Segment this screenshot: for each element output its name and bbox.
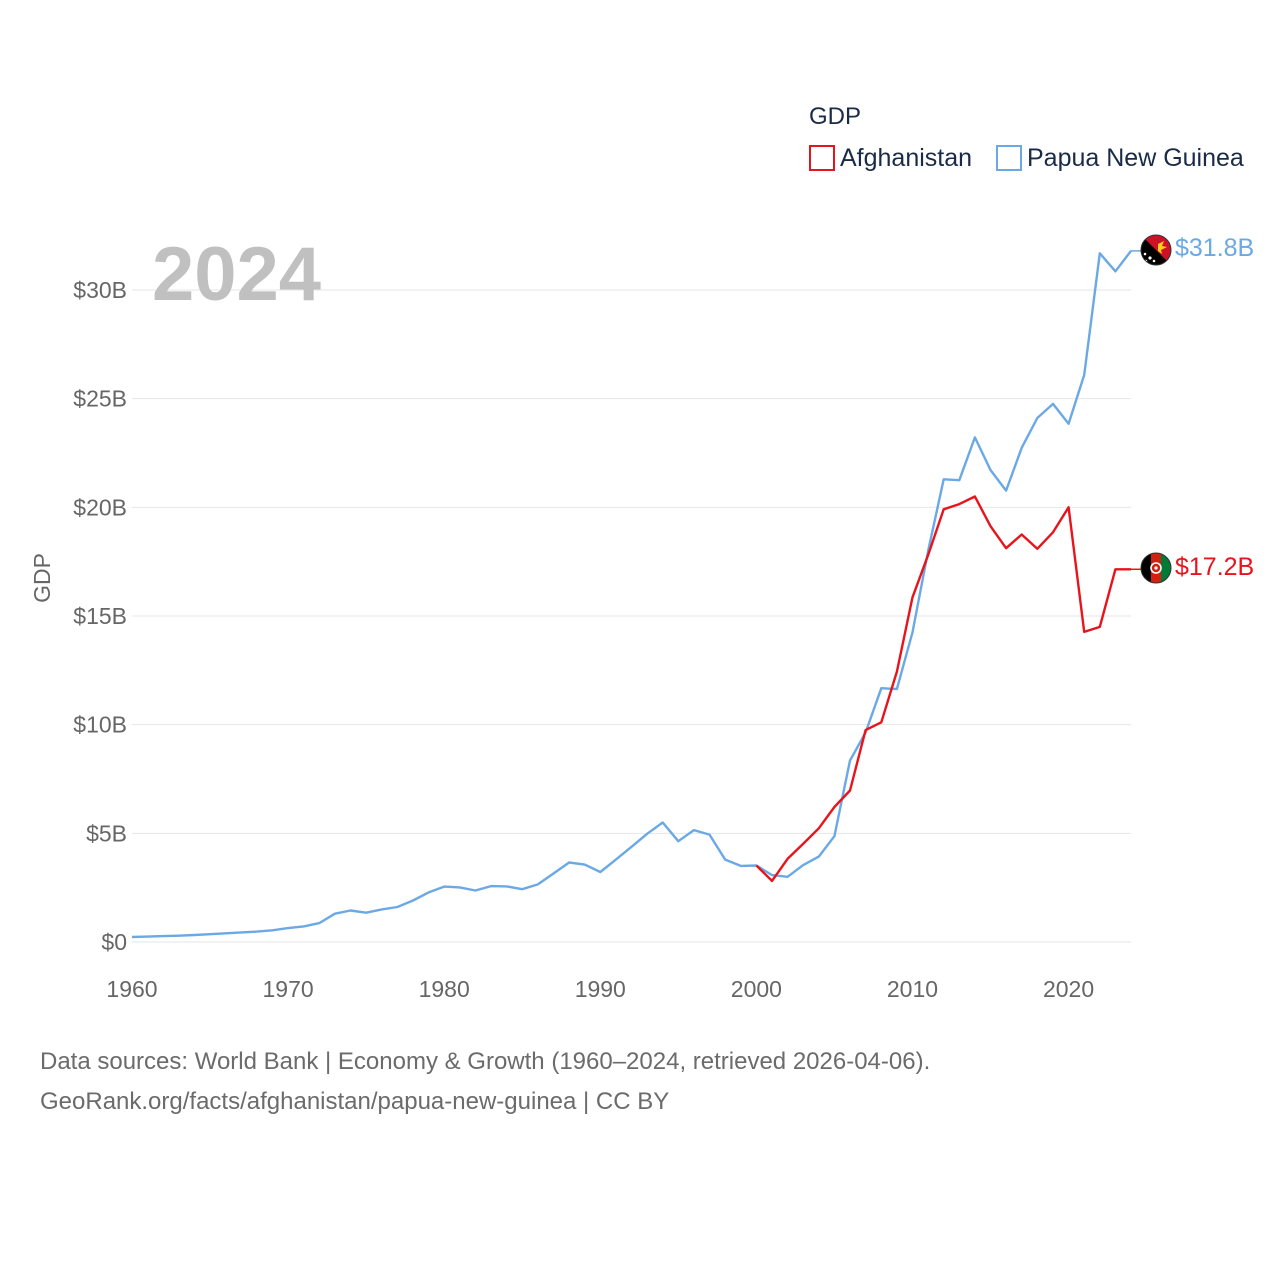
- series-lines: [131, 250, 1141, 939]
- y-tick-label: $5B: [86, 820, 127, 846]
- y-axis-label: GDP: [29, 553, 55, 603]
- papua-new-guinea-flag-icon: [1140, 234, 1172, 266]
- legend-item-afghanistan[interactable]: Afghanistan: [809, 144, 972, 172]
- legend-title: GDP: [809, 103, 861, 130]
- x-tick-label: 2020: [1043, 976, 1094, 1002]
- grid-lines: [132, 289, 1131, 943]
- legend-item-papua-new-guinea[interactable]: Papua New Guinea: [996, 144, 1244, 172]
- afghanistan-flag-icon: [1140, 552, 1172, 584]
- year-label: 2024: [152, 232, 321, 317]
- series-line-afghanistan: [755, 495, 1131, 883]
- legend: GDP Afghanistan Papua New Guinea: [809, 103, 1244, 172]
- x-tick-label: 1980: [419, 976, 470, 1002]
- series-line-papua-new-guinea: [131, 250, 1132, 939]
- y-tick-label: $10B: [73, 712, 127, 738]
- end-value-papua-new-guinea: $31.8B: [1175, 234, 1254, 262]
- y-tick-label: $25B: [73, 386, 127, 412]
- legend-label-papua-new-guinea: Papua New Guinea: [1027, 144, 1244, 172]
- x-tick-label: 1970: [263, 976, 314, 1002]
- footer: Data sources: World Bank | Economy & Gro…: [40, 1042, 930, 1122]
- y-tick-label: $30B: [73, 277, 127, 303]
- source-url-text: GeoRank.org/facts/afghanistan/papua-new-…: [40, 1088, 670, 1115]
- legend-swatch-papua-new-guinea: [996, 145, 1022, 171]
- data-sources-text: Data sources: World Bank | Economy & Gro…: [40, 1048, 931, 1075]
- x-axis-ticks: 1960 1970 1980 1990 2000 2010 2020: [106, 976, 1094, 1002]
- x-tick-label: 1990: [575, 976, 626, 1002]
- legend-label-afghanistan: Afghanistan: [840, 144, 972, 172]
- y-tick-label: $0: [101, 929, 127, 955]
- legend-swatch-afghanistan: [809, 145, 835, 171]
- y-tick-label: $20B: [73, 494, 127, 520]
- x-tick-label: 2000: [731, 976, 782, 1002]
- gdp-line-chart: $0$5B$10B$15B$20B$25B$30B 1960 1970 1980 19…: [29, 103, 1254, 1002]
- y-tick-label: $15B: [73, 603, 127, 629]
- end-value-afghanistan: $17.2B: [1175, 553, 1254, 581]
- x-tick-label: 2010: [887, 976, 938, 1002]
- x-tick-label: 1960: [106, 976, 157, 1002]
- y-axis-ticks: $0 $5B $10B $15B $20B $25B $30B: [73, 277, 127, 955]
